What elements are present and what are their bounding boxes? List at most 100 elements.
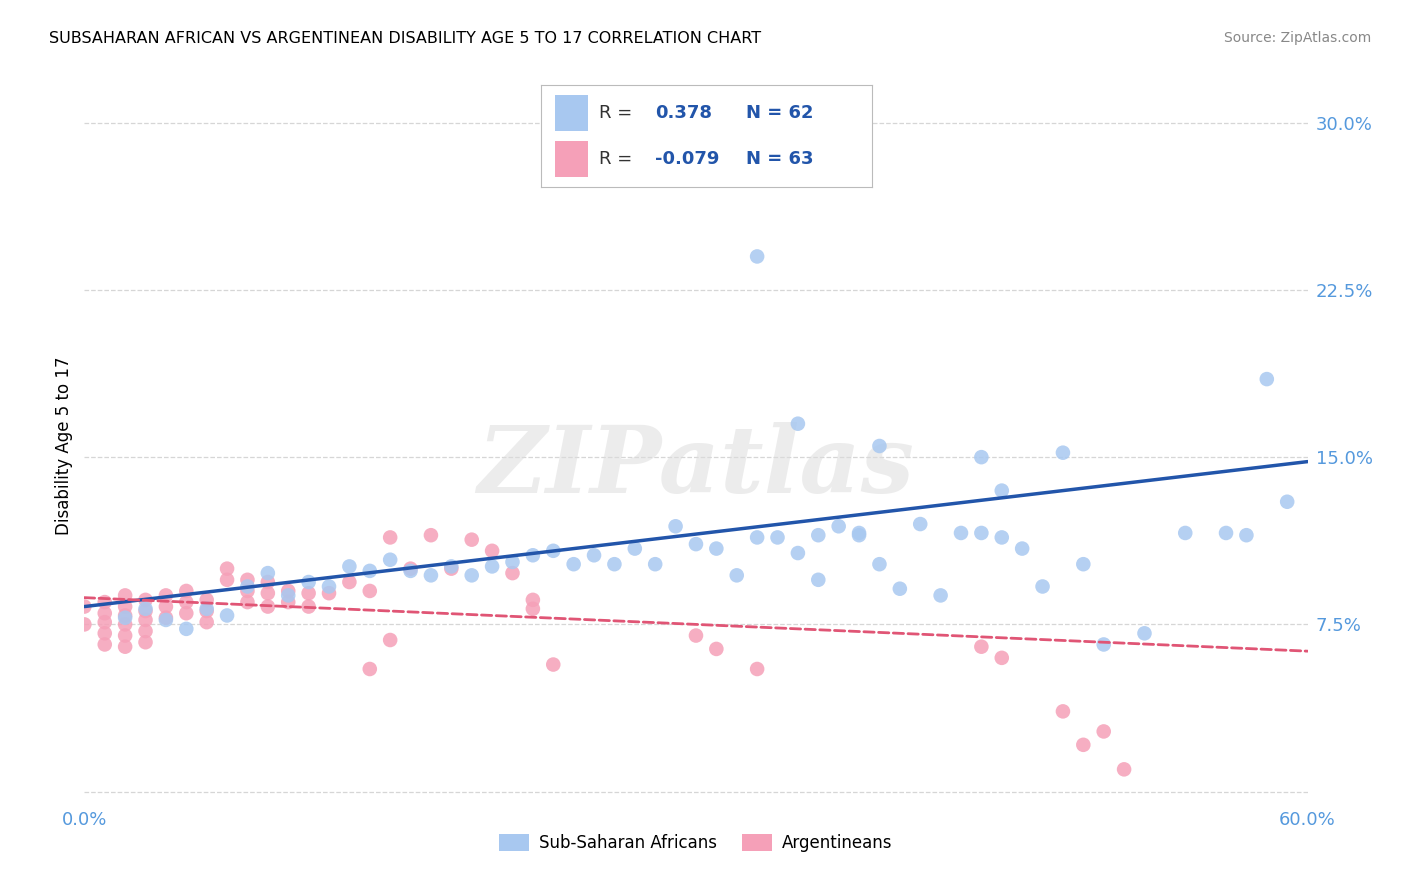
- Point: [114, 617, 136, 632]
- Text: R =: R =: [599, 150, 633, 168]
- Point: [114, 628, 136, 642]
- Point: [399, 564, 422, 578]
- Point: [114, 599, 136, 614]
- Point: [93, 637, 115, 651]
- Point: [236, 580, 259, 594]
- Bar: [554, 141, 588, 177]
- Point: [970, 640, 993, 654]
- Point: [502, 555, 524, 569]
- Point: [1133, 626, 1156, 640]
- Point: [277, 589, 299, 603]
- Point: [339, 559, 361, 574]
- Point: [236, 595, 259, 609]
- Point: [155, 589, 177, 603]
- Point: [93, 615, 115, 630]
- Point: [685, 537, 707, 551]
- Point: [624, 541, 647, 556]
- Point: [522, 601, 544, 615]
- Point: [135, 592, 157, 607]
- Point: [298, 586, 321, 600]
- Point: [502, 566, 524, 580]
- Point: [318, 586, 340, 600]
- Point: [339, 574, 361, 589]
- Text: SUBSAHARAN AFRICAN VS ARGENTINEAN DISABILITY AGE 5 TO 17 CORRELATION CHART: SUBSAHARAN AFRICAN VS ARGENTINEAN DISABI…: [49, 31, 761, 46]
- Point: [889, 582, 911, 596]
- Legend: Sub-Saharan Africans, Argentineans: Sub-Saharan Africans, Argentineans: [492, 827, 900, 859]
- Point: [1277, 494, 1299, 508]
- Point: [195, 604, 218, 618]
- Point: [1092, 637, 1115, 651]
- Text: Source: ZipAtlas.com: Source: ZipAtlas.com: [1223, 31, 1371, 45]
- Point: [440, 559, 463, 574]
- Point: [1092, 724, 1115, 739]
- Point: [706, 642, 728, 657]
- Point: [1011, 541, 1033, 556]
- Point: [869, 439, 891, 453]
- Point: [543, 657, 565, 672]
- Point: [114, 608, 136, 623]
- Point: [93, 595, 115, 609]
- Point: [1052, 446, 1074, 460]
- Point: [73, 617, 96, 632]
- Point: [828, 519, 851, 533]
- Point: [481, 559, 503, 574]
- Point: [644, 557, 666, 572]
- Point: [420, 528, 443, 542]
- Point: [461, 533, 484, 547]
- Point: [195, 615, 218, 630]
- Point: [970, 525, 993, 540]
- Point: [174, 622, 197, 636]
- Point: [848, 525, 870, 540]
- Point: [807, 528, 830, 542]
- Point: [1073, 738, 1095, 752]
- Point: [174, 583, 197, 598]
- Point: [93, 626, 115, 640]
- Point: [725, 568, 748, 582]
- Point: [970, 450, 993, 464]
- Point: [991, 530, 1014, 544]
- Point: [298, 599, 321, 614]
- Point: [277, 583, 299, 598]
- Point: [257, 599, 280, 614]
- Point: [174, 607, 197, 621]
- Point: [318, 580, 340, 594]
- Y-axis label: Disability Age 5 to 17: Disability Age 5 to 17: [55, 357, 73, 535]
- Point: [1215, 525, 1237, 540]
- Point: [461, 568, 484, 582]
- Point: [950, 525, 973, 540]
- Point: [929, 589, 952, 603]
- Point: [359, 662, 381, 676]
- Point: [747, 249, 769, 264]
- Point: [257, 586, 280, 600]
- Point: [848, 528, 870, 542]
- Point: [747, 530, 769, 544]
- Point: [665, 519, 688, 533]
- Point: [195, 592, 218, 607]
- Point: [1032, 580, 1054, 594]
- Point: [359, 583, 381, 598]
- Point: [114, 610, 136, 624]
- Point: [562, 557, 585, 572]
- Point: [73, 599, 96, 614]
- Point: [685, 628, 707, 642]
- Point: [380, 530, 402, 544]
- Point: [174, 595, 197, 609]
- Point: [135, 601, 157, 615]
- Text: 0.378: 0.378: [655, 104, 713, 122]
- Point: [1052, 705, 1074, 719]
- Point: [603, 557, 626, 572]
- Point: [257, 574, 280, 589]
- Point: [217, 573, 239, 587]
- Point: [706, 541, 728, 556]
- Text: ZIPatlas: ZIPatlas: [478, 423, 914, 512]
- Point: [869, 557, 891, 572]
- Point: [155, 599, 177, 614]
- Point: [217, 562, 239, 576]
- Text: N = 62: N = 62: [747, 104, 814, 122]
- Point: [522, 592, 544, 607]
- Text: -0.079: -0.079: [655, 150, 720, 168]
- Point: [135, 604, 157, 618]
- Point: [217, 608, 239, 623]
- Point: [1073, 557, 1095, 572]
- Point: [93, 607, 115, 621]
